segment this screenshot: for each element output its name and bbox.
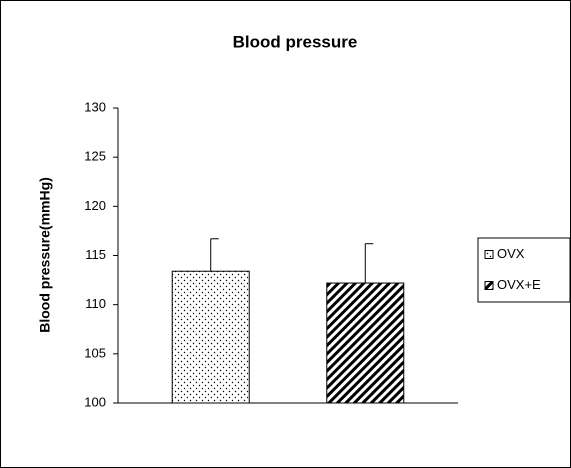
legend-label: OVX+E [497,277,541,292]
chart-title: Blood pressure [233,32,358,51]
bar [171,270,250,404]
y-tick-label: 130 [84,99,106,114]
legend-swatch [484,281,494,290]
y-tick-label: 115 [85,247,106,262]
legend-box [477,237,571,303]
y-tick-label: 125 [84,149,106,164]
legend-swatch [484,250,494,259]
legend-label: OVX [497,246,525,261]
y-tick-label: 105 [84,345,106,360]
y-tick-label: 110 [85,296,106,311]
bar [326,282,405,404]
y-tick-label: 120 [84,198,106,213]
y-axis-label: Blood pressure(mmHg) [37,177,53,333]
y-tick-label: 100 [84,394,106,409]
